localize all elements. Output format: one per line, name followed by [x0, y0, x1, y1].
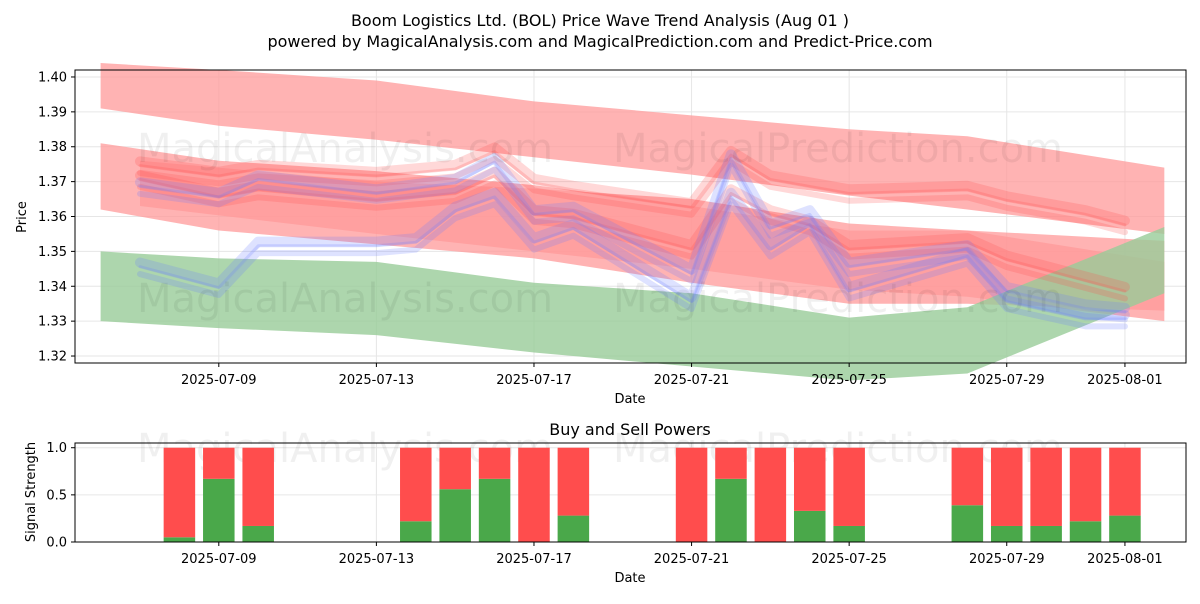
signal-y-tick-label: 0.0: [46, 536, 67, 551]
buy-power-bar: [203, 478, 235, 542]
sell-power-bar: [518, 447, 550, 542]
price-y-tick-label: 1.32: [38, 350, 67, 365]
watermark-prediction-top: MagicalPrediction.com: [613, 126, 1063, 172]
chart-title: Boom Logistics Ltd. (BOL) Price Wave Tre…: [351, 11, 849, 30]
price-wave-red: [138, 150, 1127, 227]
signal-x-tick-label: 2025-07-09: [181, 552, 257, 567]
price-x-tick-label: 2025-07-13: [339, 373, 415, 388]
signal-x-tick-label: 2025-07-21: [654, 552, 730, 567]
watermark-prediction-mid: MagicalPrediction.com: [613, 276, 1063, 322]
price-band-red: [140, 160, 1165, 322]
buy-power-bar: [1069, 521, 1102, 542]
sell-power-bar: [557, 447, 590, 516]
buy-power-bar: [400, 521, 432, 542]
sell-power-bar: [163, 447, 196, 538]
price-y-tick-label: 1.34: [38, 280, 67, 295]
buy-power-bar: [793, 510, 826, 542]
sell-power-bar: [439, 447, 471, 490]
price-y-tick-label: 1.40: [38, 70, 67, 85]
price-x-tick-label: 2025-07-25: [811, 373, 887, 388]
sell-power-bar: [242, 447, 274, 526]
sell-power-bar: [951, 447, 984, 506]
price-band-green: [100, 226, 1165, 381]
price-panel: MagicalAnalysis.com MagicalPrediction.co…: [15, 63, 1187, 407]
sell-power-bar: [715, 447, 747, 479]
price-wave-red: [137, 180, 1128, 302]
price-wave-blue: [138, 157, 1127, 314]
signal-panel: Buy and Sell Powers MagicalAnalysis.com …: [24, 420, 1187, 586]
price-y-axis-label: Price: [15, 201, 30, 233]
price-wave-red: [138, 174, 1127, 293]
sell-power-bar: [793, 447, 826, 511]
signal-x-axis-label: Date: [614, 571, 645, 586]
signal-y-tick-label: 0.5: [46, 488, 67, 503]
price-bands: [100, 63, 1165, 381]
buy-power-bar: [990, 525, 1023, 542]
signal-x-tick-label: 2025-07-13: [339, 552, 415, 567]
signal-x-tick-label: 2025-07-25: [811, 552, 887, 567]
price-band-red: [100, 63, 1165, 234]
buy-power-bar: [715, 478, 747, 542]
sell-power-bar: [400, 447, 432, 522]
price-wave-red: [137, 155, 1128, 236]
price-x-tick-label: 2025-07-21: [654, 373, 730, 388]
signal-plot-frame: [74, 442, 1187, 543]
sell-power-bar: [1109, 447, 1141, 516]
price-x-tick-label: 2025-07-09: [181, 373, 257, 388]
buy-power-bar: [242, 525, 274, 542]
signal-x-ticks: 2025-07-09 2025-07-13 2025-07-17 2025-07-21…: [181, 542, 1163, 567]
sell-power-bar: [1069, 447, 1102, 522]
signal-y-axis-label: Signal Strength: [24, 442, 39, 542]
signal-y-ticks: 0.0 0.5 1.0: [46, 441, 75, 551]
sell-power-bar: [833, 447, 865, 526]
price-y-tick-label: 1.37: [38, 175, 67, 190]
price-x-tick-label: 2025-07-17: [496, 373, 572, 388]
signal-x-tick-label: 2025-08-01: [1087, 552, 1163, 567]
price-wave-blue: [135, 149, 1130, 313]
sell-power-bar: [478, 447, 511, 479]
signal-y-tick-label: 1.0: [46, 441, 67, 456]
buy-power-bar: [163, 537, 196, 542]
price-x-axis-label: Date: [614, 392, 645, 407]
signal-chart-title: Buy and Sell Powers: [549, 420, 711, 439]
price-x-ticks: 2025-07-09 2025-07-13 2025-07-17 2025-07-21…: [181, 363, 1163, 388]
price-wave-red: [135, 142, 1130, 226]
sell-power-bar: [203, 447, 235, 479]
buy-power-bar: [951, 505, 984, 542]
price-x-tick-label: 2025-07-29: [969, 373, 1045, 388]
signal-x-tick-label: 2025-07-29: [969, 552, 1045, 567]
signal-bars: [163, 447, 1141, 542]
price-wave-blue: [135, 187, 1130, 320]
chart-subtitle: powered by MagicalAnalysis.com and Magic…: [267, 32, 932, 51]
buy-power-bar: [1109, 515, 1141, 542]
buy-power-bar: [833, 525, 865, 542]
price-x-tick-label: 2025-08-01: [1087, 373, 1163, 388]
watermark-analysis-top: MagicalAnalysis.com: [137, 126, 553, 172]
price-y-tick-label: 1.35: [38, 245, 67, 260]
sell-power-bar: [1030, 447, 1062, 526]
price-y-tick-label: 1.33: [38, 315, 67, 330]
price-wave-blue: [138, 195, 1127, 321]
sell-power-bar: [675, 447, 708, 542]
buy-power-bar: [1030, 525, 1062, 542]
price-wave-blue: [137, 162, 1128, 323]
watermark-analysis-mid: MagicalAnalysis.com: [137, 276, 553, 322]
sell-power-bar: [754, 447, 787, 542]
buy-power-bar: [478, 478, 511, 542]
price-wave-blue: [137, 201, 1128, 330]
price-y-tick-label: 1.38: [38, 140, 67, 155]
price-series: [135, 142, 1130, 330]
price-y-ticks: 1.32 1.33 1.34 1.35 1.36 1.37 1.38 1.39 1.40: [38, 70, 75, 365]
buy-power-bar: [439, 489, 471, 542]
price-wave-red: [135, 166, 1130, 292]
buy-power-bar: [557, 515, 590, 542]
price-y-tick-label: 1.36: [38, 210, 67, 225]
sell-power-bar: [990, 447, 1023, 526]
signal-x-tick-label: 2025-07-17: [496, 552, 572, 567]
price-y-tick-label: 1.39: [38, 105, 67, 120]
